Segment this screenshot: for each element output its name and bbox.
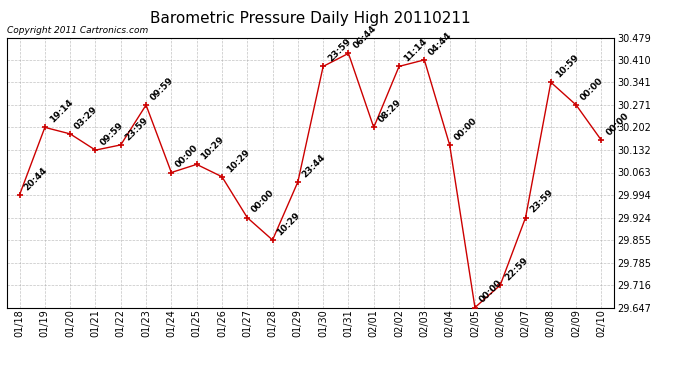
Text: Barometric Pressure Daily High 20110211: Barometric Pressure Daily High 20110211 [150,11,471,26]
Text: 09:59: 09:59 [149,75,175,102]
Text: 23:59: 23:59 [124,116,150,142]
Text: 00:00: 00:00 [250,189,276,215]
Text: 08:29: 08:29 [377,98,403,124]
Text: 00:00: 00:00 [604,111,631,138]
Text: 22:59: 22:59 [503,256,530,282]
Text: 03:29: 03:29 [73,105,99,131]
Text: 10:29: 10:29 [199,135,226,162]
Text: 00:00: 00:00 [477,279,504,305]
Text: 00:00: 00:00 [174,144,200,170]
Text: 00:00: 00:00 [453,116,479,142]
Text: 09:59: 09:59 [98,121,125,147]
Text: 23:59: 23:59 [529,188,555,215]
Text: Copyright 2011 Cartronics.com: Copyright 2011 Cartronics.com [7,26,148,35]
Text: 19:14: 19:14 [48,98,75,124]
Text: 20:44: 20:44 [22,165,49,192]
Text: 11:14: 11:14 [402,37,428,64]
Text: 06:44: 06:44 [351,24,378,51]
Text: 10:29: 10:29 [275,211,302,237]
Text: 23:59: 23:59 [326,37,353,64]
Text: 23:44: 23:44 [301,152,328,179]
Text: 00:00: 00:00 [579,76,605,102]
Text: 10:59: 10:59 [553,53,580,80]
Text: 10:29: 10:29 [225,147,251,174]
Text: 04:44: 04:44 [427,30,454,57]
